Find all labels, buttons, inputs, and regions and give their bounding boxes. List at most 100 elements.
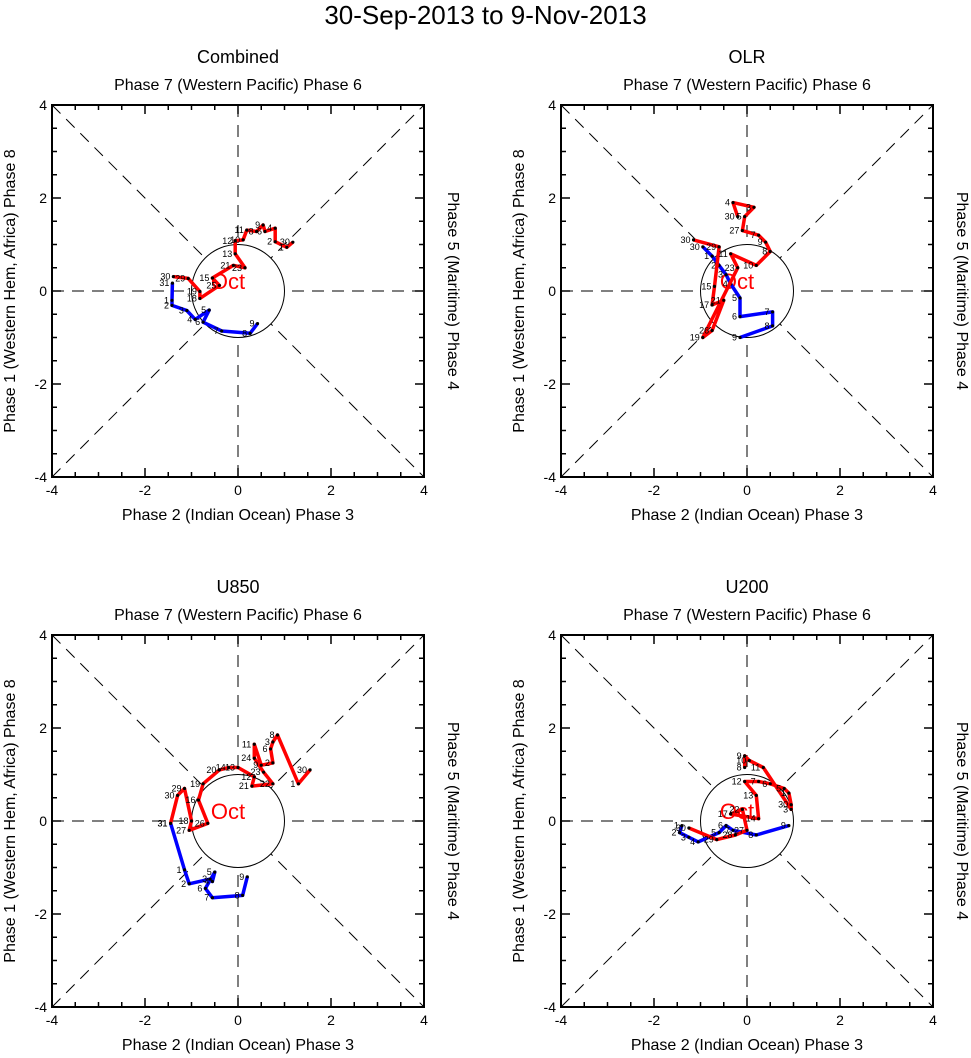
panel-3-data-point	[241, 893, 245, 898]
panel-2-data-point	[752, 205, 756, 209]
panel-1-data-point	[210, 276, 215, 280]
panel-4-day-label: 6	[718, 821, 723, 831]
panel-3-day-label: 8	[235, 890, 240, 900]
panel-1-data-point	[243, 266, 247, 270]
panel-2-day-label: 30	[725, 212, 735, 222]
panel-2-title: OLR	[728, 47, 765, 67]
panel-3-y-tick-label: 2	[39, 720, 47, 736]
panel-4-day-label: 7	[751, 776, 756, 786]
panel-4-day-label: 14	[746, 814, 756, 824]
panel-4-unit-circle	[700, 774, 794, 868]
panel-2-data-point	[722, 298, 726, 302]
panel-3-data-point	[275, 733, 280, 737]
panel-3-day-label: 5	[207, 867, 212, 877]
panel-4-data-point	[677, 831, 682, 835]
panel-4-data-point	[687, 826, 691, 830]
panel-3-day-label: 6	[197, 883, 202, 893]
panel-2-unit-circle	[700, 244, 794, 338]
panel-3-day-label: 31	[158, 818, 168, 828]
panel-3-data-point	[296, 782, 301, 786]
panel-1-data-point	[207, 308, 211, 312]
panel-2-day-label: 23	[725, 263, 735, 273]
panel-1-y-tick-label: 0	[39, 283, 47, 299]
panel-3-day-label: 14	[216, 763, 226, 773]
panel-1-day-label: 1	[164, 295, 169, 305]
panel-1-data-point	[231, 263, 235, 268]
panel-2-day-label: 1	[704, 251, 709, 261]
panel-3-data-point	[206, 821, 210, 825]
panel-4-data-point	[789, 803, 793, 807]
panel-1-y-label: Phase 1 (Western Hem, Africa) Phase 8	[2, 149, 19, 432]
panel-2-day-label: 17	[699, 300, 709, 310]
panel-3-day-label: 31	[158, 818, 168, 828]
panel-2-day-label: 9	[732, 333, 737, 343]
panel-3-data-point	[268, 747, 273, 751]
panel-2-data-point	[712, 284, 717, 288]
panel-1-top-label: Phase 7 (Western Pacific) Phase 6	[114, 77, 362, 94]
panel-4-day-label: 11	[751, 763, 760, 773]
panel-3-day-label: 1	[177, 865, 182, 875]
panel-4-data-point	[731, 828, 735, 832]
panel-2-data-point	[754, 263, 758, 268]
panel-3-day-label: 19	[190, 779, 200, 789]
panel-2-x-tick-label: 0	[743, 482, 751, 498]
panel-4-y-tick-label: 2	[548, 720, 556, 736]
panel-1-day-label: 4	[267, 223, 272, 233]
panel-1-data-point	[263, 229, 267, 234]
panel-3-day-label: 29	[172, 783, 182, 793]
panel-3-data-point	[236, 765, 240, 770]
panel-2-right-label: Phase 5 (Maritime) Phase 4	[953, 192, 970, 390]
panel-3-day-label: 12	[241, 772, 251, 782]
panel-4-x-tick-label: -2	[648, 1012, 661, 1028]
panel-1-x-tick-label: 0	[234, 482, 242, 498]
panel-3-x-tick-label: -4	[46, 1012, 59, 1028]
panel-4-data-point	[761, 765, 765, 770]
panel-3-data-point	[196, 798, 201, 802]
panel-2-day-label: 5	[732, 293, 737, 303]
panel-2-data-point	[729, 252, 733, 256]
panel-1-day-label: 8	[249, 226, 254, 236]
panel-4-day-label: 28	[722, 830, 732, 840]
panel-3-data-point	[271, 782, 275, 786]
panel-1-data-point	[233, 252, 237, 256]
panel-4-day-label: 10	[736, 756, 746, 766]
panel-2-data-point	[724, 273, 728, 277]
panel-4-day-label: 9	[737, 751, 742, 761]
panel-3-day-label: 16	[185, 795, 195, 805]
panel-4-y-tick-label: 4	[548, 627, 556, 643]
panel-3-data-point	[271, 740, 275, 744]
panel-3-y-tick-label: -2	[35, 906, 48, 922]
panel-1-day-label: 10	[230, 235, 240, 245]
panel-1-day-label: 23	[232, 263, 242, 273]
panel-4-y-tick-label: 0	[548, 813, 556, 829]
panel-3-month-marker: Oct	[211, 799, 245, 824]
panel-2-data-point	[738, 314, 742, 319]
panel-2-day-label: 15	[701, 281, 711, 291]
panel-1-data-point	[220, 329, 224, 333]
panel-1-y-tick-label: 4	[39, 97, 47, 113]
panel-2-data-point	[701, 245, 705, 249]
panel-4-data-point	[740, 807, 744, 811]
panel-1-day-label: 31	[159, 278, 169, 288]
panel-3-data-point	[252, 756, 256, 760]
panel-2-day-label: 6	[732, 312, 737, 322]
panel-3-data-point	[252, 775, 256, 779]
panel-3-x-label: Phase 2 (Indian Ocean) Phase 3	[122, 1037, 354, 1054]
panel-1-right-label: Phase 5 (Maritime) Phase 4	[444, 192, 461, 390]
panel-1-series-line-september	[170, 283, 259, 336]
panel-4-day-label: 30	[676, 823, 686, 833]
panel-3-y-tick-label: 0	[39, 813, 47, 829]
panel-3-day-label: 8	[270, 730, 275, 740]
panel-4-day-label: 22	[729, 804, 739, 814]
panel-3-data-point	[217, 768, 221, 772]
panel-4-title: U200	[725, 577, 768, 597]
panel-4-data-point	[729, 812, 733, 816]
panel-3-day-label: 30	[297, 765, 307, 775]
panel-3-data-point	[227, 765, 231, 770]
panel-4-data-point	[789, 807, 793, 811]
panel-3-data-point	[201, 782, 205, 786]
panel-4-day-label: 13	[743, 790, 753, 800]
panel-4-day-label: 12	[732, 776, 742, 786]
panel-4-day-label: 27	[734, 825, 744, 835]
